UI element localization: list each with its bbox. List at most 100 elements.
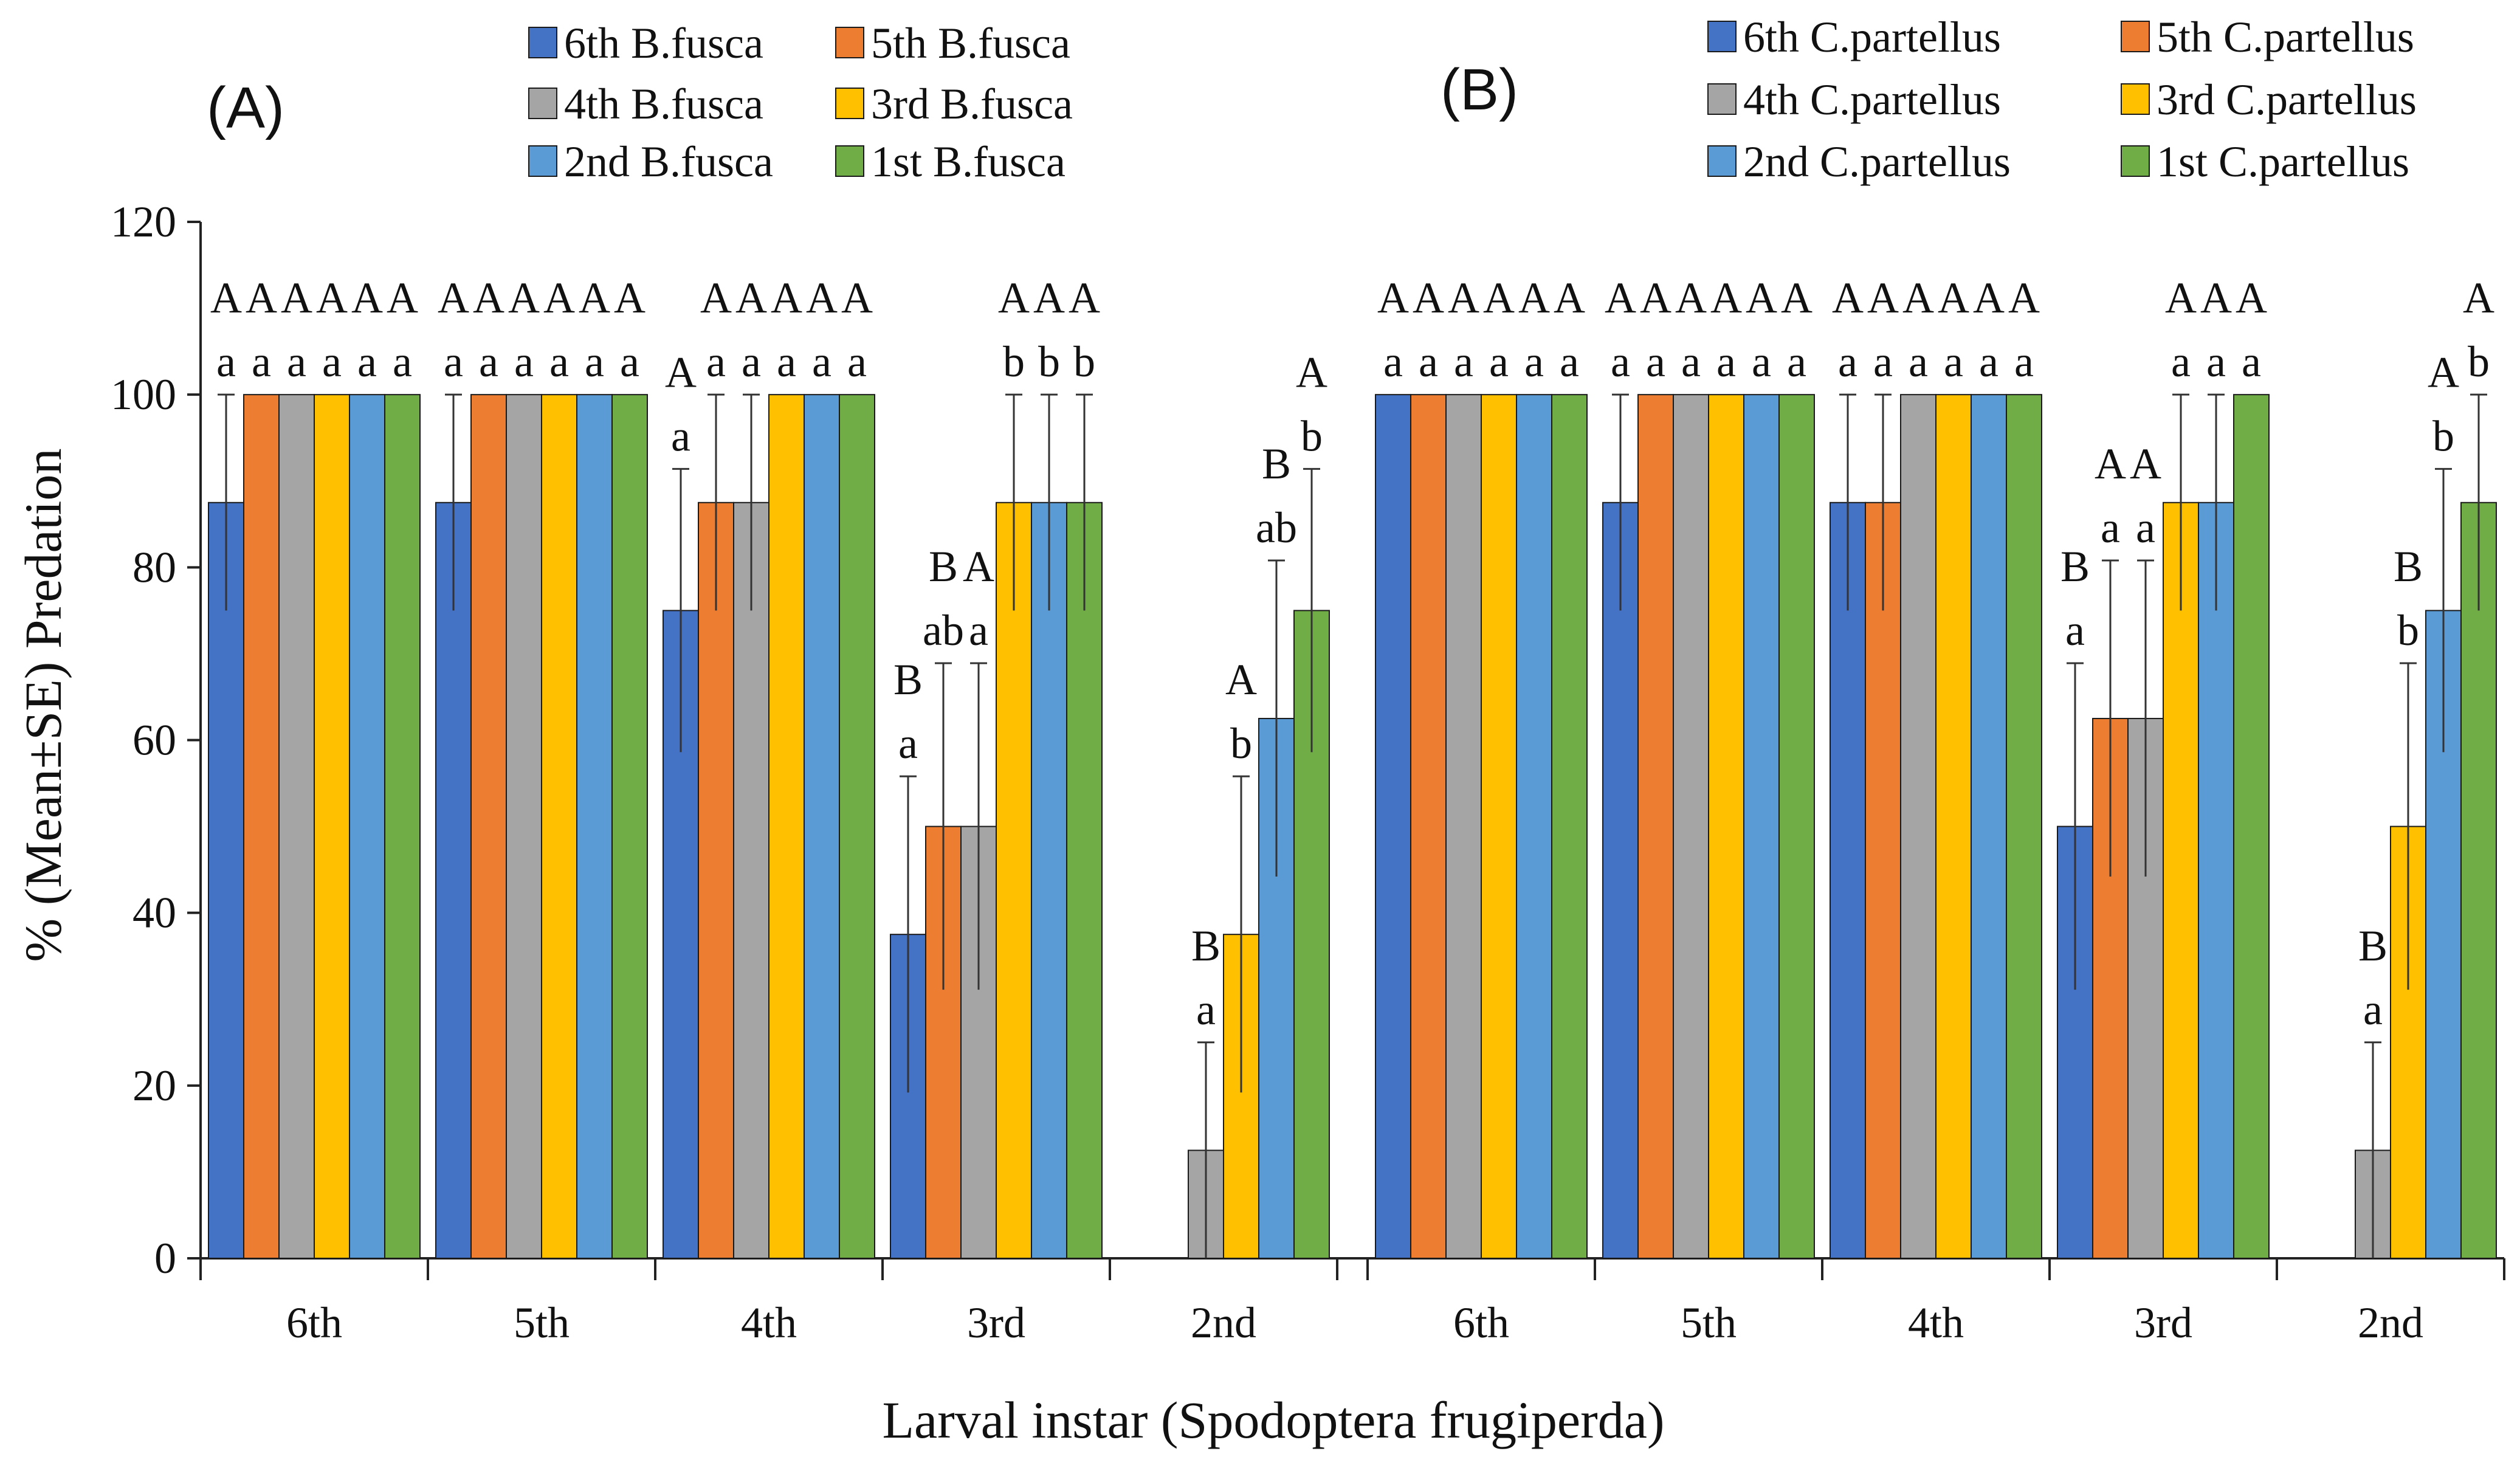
significance-letter-upper: A [2130,439,2161,488]
significance-letter-upper: A [614,274,645,322]
significance-letter-upper: A [2200,274,2232,322]
legend-swatch [835,27,864,58]
significance-letter-upper: A [438,274,469,322]
significance-letter-lower: a [1909,337,1928,386]
legend: 6th B.fusca 5th B.fusca 4th B.fusca 3rd B.f… [528,19,1073,186]
significance-letter-lower: a [514,337,534,386]
significance-letter-upper: B [929,542,958,591]
significance-letter-lower: a [847,337,867,386]
significance-letter-lower: a [1560,337,1579,386]
bar [1900,394,1936,1260]
significance-letter-lower: a [1419,337,1438,386]
legend-swatch [835,88,864,119]
significance-letter-lower: a [322,337,342,386]
bar [1445,394,1482,1260]
significance-letter-lower: a [742,337,761,386]
bar [1971,394,2007,1260]
bar [1935,394,1972,1260]
x-tick-label: 6th [1453,1298,1509,1347]
legend-entry: 6th B.fusca [564,19,763,67]
significance-letter-upper: B [2358,922,2387,970]
significance-letter-upper: A [210,274,242,322]
bar [698,501,734,1259]
legend-entry: 3rd B.fusca [871,80,1073,128]
significance-letter-lower: a [2206,337,2226,386]
significance-letter-lower: a [1646,337,1665,386]
x-tick-label: 2nd [2358,1298,2423,1347]
significance-letter-upper: A [2428,348,2459,396]
significance-letter-upper: A [281,274,312,322]
x-tick-label: 4th [741,1298,797,1347]
panel-label: (B) [1441,57,1518,122]
significance-letter-lower: a [2136,503,2155,552]
legend-swatch [1707,83,1737,115]
legend-entry: 6th C.partellus [1743,13,2001,61]
significance-letter-lower: a [287,337,306,386]
bar [1708,394,1744,1260]
bar [435,501,472,1259]
significance-letter-upper: A [2165,274,2197,322]
significance-letter-upper: A [1605,274,1636,322]
significance-letter-lower: a [549,337,569,386]
significance-letter-lower: a [252,337,271,386]
legend-entry: 4th C.partellus [1743,75,2001,124]
legend-entry: 2nd B.fusca [564,137,773,186]
significance-letter-lower: a [898,719,918,768]
bar [1778,394,1815,1260]
legend-swatch [528,27,557,58]
significance-letter-upper: A [473,274,504,322]
significance-letter-upper: A [1867,274,1899,322]
significance-letter-upper: A [1746,274,1777,322]
significance-letter-lower: a [585,337,604,386]
significance-letter-lower: b [1073,337,1095,386]
bar [768,394,805,1260]
bar [384,394,421,1260]
legend-entry: 3rd C.partellus [2157,75,2417,124]
bar [1830,501,1866,1259]
legend-swatch [1707,145,1737,177]
legend-entry: 4th B.fusca [564,80,763,128]
significance-letter-upper: A [1938,274,1969,322]
bar [839,394,875,1260]
x-axis-title: Larval instar (Spodoptera frugiperda) [882,1391,1664,1449]
significance-letter-lower: a [216,337,236,386]
y-tick-label: 120 [111,198,176,246]
bar [2460,501,2497,1259]
bar [541,394,577,1260]
bar [2233,394,2270,1260]
bar [576,394,613,1260]
significance-letter-lower: a [1611,337,1630,386]
legend: 6th C.partellus 5th C.partellus 4th C.part… [1707,13,2417,186]
significance-letter-upper: A [1640,274,1671,322]
bar [996,501,1032,1259]
legend-swatch [528,88,557,119]
significance-letter-upper: A [579,274,610,322]
legend-swatch [2121,145,2150,177]
significance-letter-lower: a [1979,337,1998,386]
significance-letter-upper: A [508,274,540,322]
significance-letter-lower: a [969,606,988,655]
significance-letter-lower: a [1838,337,1857,386]
legend-swatch [835,145,864,177]
bar [208,501,244,1259]
bar [1865,501,1901,1259]
significance-letter-lower: ab [1256,503,1297,552]
significance-letter-upper: A [665,348,697,396]
significance-letter-upper: A [1296,348,1327,396]
significance-letter-lower: b [1003,337,1025,386]
legend-entry: 2nd C.partellus [1743,137,2011,186]
significance-letter-upper: A [1413,274,1444,322]
bar [733,501,769,1259]
bar [506,394,542,1260]
significance-letter-upper: A [351,274,383,322]
significance-letter-lower: a [2101,503,2120,552]
significance-letter-upper: A [1225,655,1257,704]
significance-letter-lower: a [1752,337,1771,386]
significance-letter-upper: A [1781,274,1813,322]
x-tick-label: 4th [1908,1298,1964,1347]
y-tick-label: 20 [133,1061,176,1110]
significance-letter-lower: ab [923,606,964,655]
bar [1066,501,1103,1259]
